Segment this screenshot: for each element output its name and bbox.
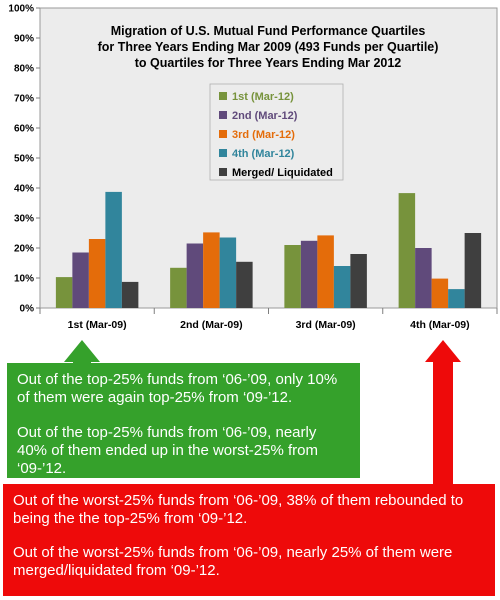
legend-label: Merged/ Liquidated xyxy=(232,167,333,179)
bar xyxy=(170,267,187,308)
bar xyxy=(350,254,367,308)
x-tick-label: 3rd (Mar-09) xyxy=(296,319,356,331)
legend-label: 1st (Mar-12) xyxy=(232,91,294,103)
y-tick-label: 10% xyxy=(14,274,34,285)
x-axis: 1st (Mar-09) 2nd (Mar-09) 3rd (Mar-09) 4th … xyxy=(39,308,498,331)
bar xyxy=(186,243,204,308)
bar xyxy=(55,277,73,308)
legend-swatch xyxy=(219,111,227,119)
bar xyxy=(121,281,139,308)
chart-title: Migration of U.S. Mutual Fund Performanc… xyxy=(98,24,439,70)
legend-swatch xyxy=(219,92,227,100)
legend-swatch xyxy=(219,149,227,157)
red-note-1: Out of the worst-25% funds from ‘06-’09,… xyxy=(13,492,464,527)
bar xyxy=(72,252,89,308)
bar xyxy=(300,240,318,308)
title-line-3: to Quartiles for Three Years Ending Mar … xyxy=(135,56,402,70)
bar xyxy=(448,289,465,308)
bar xyxy=(398,193,416,308)
green-note-2: Out of the top-25% funds from ‘06-’09, n… xyxy=(17,424,318,477)
bar xyxy=(284,245,301,308)
x-tick-label: 1st (Mar-09) xyxy=(68,319,127,331)
bar xyxy=(333,266,351,308)
y-tick-label: 0% xyxy=(20,304,35,315)
y-tick-label: 90% xyxy=(14,34,34,45)
legend-label: 3rd (Mar-12) xyxy=(232,129,295,141)
x-tick-label: 2nd (Mar-09) xyxy=(180,319,242,331)
legend: 1st (Mar-12) 2nd (Mar-12) 3rd (Mar-12) 4th … xyxy=(209,83,344,181)
green-note-box: Out of the top-25% funds from ‘06-’09, o… xyxy=(7,363,360,478)
x-tick-label: 4th (Mar-09) xyxy=(410,319,470,331)
y-tick-label: 70% xyxy=(14,94,34,105)
bar xyxy=(415,248,432,308)
y-axis: 0% 10% 20% 30% 40% 50% 60% 70% 80% 90% 100% xyxy=(8,4,40,315)
legend-swatch xyxy=(219,168,227,176)
bar xyxy=(203,232,220,308)
legend-swatch xyxy=(219,130,227,138)
bar xyxy=(317,235,334,308)
y-tick-label: 100% xyxy=(8,4,34,15)
y-tick-label: 30% xyxy=(14,214,34,225)
y-tick-label: 40% xyxy=(14,184,34,195)
y-tick-label: 20% xyxy=(14,244,34,255)
legend-label: 2nd (Mar-12) xyxy=(232,110,298,122)
bar xyxy=(236,261,253,308)
red-note-box: Out of the worst-25% funds from ‘06-’09,… xyxy=(3,484,495,596)
y-tick-label: 50% xyxy=(14,154,34,165)
bars xyxy=(55,191,482,308)
title-line-2: for Three Years Ending Mar 2009 (493 Fun… xyxy=(98,40,439,54)
chart: 0% 10% 20% 30% 40% 50% 60% 70% 80% 90% 100% 1st (M… xyxy=(8,4,498,331)
red-arrow-head xyxy=(425,340,461,362)
legend-label: 4th (Mar-12) xyxy=(232,148,295,160)
green-arrow-head xyxy=(64,340,100,362)
bar xyxy=(88,239,106,308)
y-tick-label: 80% xyxy=(14,64,34,75)
bar xyxy=(464,233,482,308)
green-note-1: Out of the top-25% funds from ‘06-’09, o… xyxy=(17,371,338,406)
red-note-2: Out of the worst-25% funds from ‘06-’09,… xyxy=(13,544,453,579)
title-line-1: Migration of U.S. Mutual Fund Performanc… xyxy=(111,24,426,38)
legend-box xyxy=(209,83,344,181)
bar xyxy=(219,237,237,308)
bar xyxy=(105,191,122,308)
bar xyxy=(431,278,449,308)
y-tick-label: 60% xyxy=(14,124,34,135)
red-arrow-stem xyxy=(433,361,453,486)
